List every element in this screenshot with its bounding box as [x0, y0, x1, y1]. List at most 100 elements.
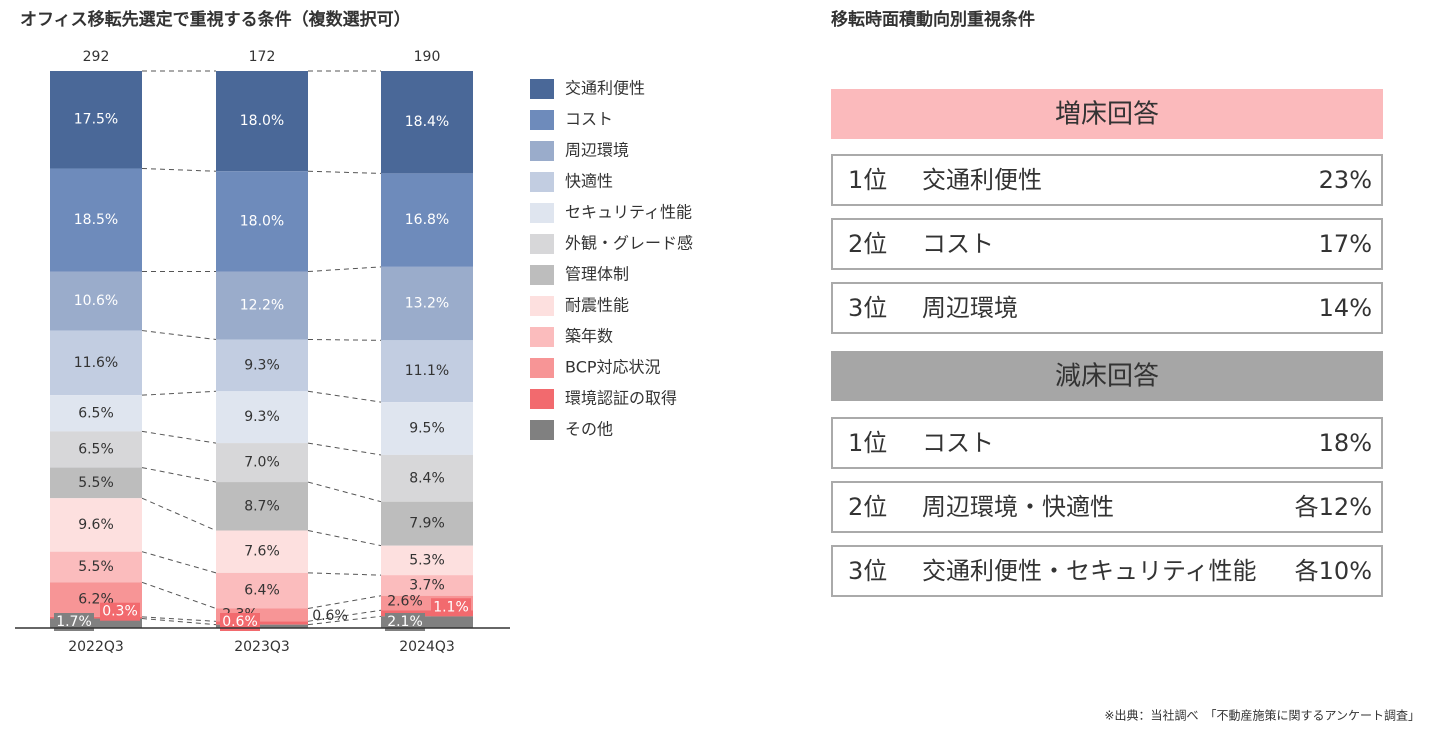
x-tick-label: 2024Q3 — [399, 639, 455, 655]
bar-segment — [381, 616, 473, 628]
legend-swatch — [530, 141, 554, 161]
rank-box — [831, 282, 1383, 334]
value-label-bg — [100, 602, 140, 621]
connector — [141, 330, 217, 340]
value-label: 12.2% — [240, 297, 284, 313]
footer-note: ※出典：当社調べ 「不動産施策に関するアンケート調査」 — [1104, 708, 1420, 723]
bar-segment — [50, 551, 142, 583]
group-header-bg — [831, 89, 1383, 139]
bar-segment — [216, 339, 308, 392]
bar-segment — [50, 330, 142, 396]
rank-box — [831, 154, 1383, 206]
value-label: 9.5% — [409, 421, 445, 437]
bar-segment — [216, 71, 308, 172]
value-label: 2.6% — [387, 594, 423, 610]
connector — [307, 615, 382, 626]
value-label: 11.6% — [74, 355, 118, 371]
bar-segment — [50, 71, 142, 169]
legend-swatch — [530, 265, 554, 285]
legend-swatch — [530, 358, 554, 378]
value-label: 9.6% — [78, 517, 114, 533]
legend-swatch — [530, 327, 554, 347]
value-label: 1.1% — [433, 599, 469, 615]
rank: 1位 — [848, 166, 887, 194]
rank: 3位 — [848, 294, 887, 322]
legend-swatch — [530, 296, 554, 316]
connector — [141, 390, 217, 396]
value-label-bg — [385, 613, 425, 631]
connector — [307, 170, 382, 174]
value-label: 17.5% — [74, 112, 118, 128]
group-header: 増床回答 — [1055, 100, 1159, 130]
legend-label: 外観・グレード感 — [565, 234, 693, 253]
value-label: 0.6% — [312, 608, 348, 624]
bar-segment — [216, 572, 308, 609]
rank-label: コスト — [922, 429, 994, 457]
rank-box — [831, 481, 1383, 533]
value-label: 1.7% — [56, 614, 92, 630]
bar-segment — [381, 402, 473, 455]
bar-segment — [381, 71, 473, 174]
value-label: 10.6% — [74, 293, 118, 309]
legend-swatch — [530, 110, 554, 130]
chart-title: オフィス移転先選定で重視する条件（複数選択可） — [20, 9, 411, 30]
value-label: 7.9% — [409, 516, 445, 532]
connector — [141, 618, 217, 626]
rank-value: 14% — [1319, 294, 1372, 322]
rank-value: 17% — [1319, 230, 1372, 258]
bar-segment — [216, 171, 308, 272]
rank-box — [831, 545, 1383, 597]
bar-segment — [381, 340, 473, 403]
value-label: 18.4% — [405, 114, 449, 130]
connector — [307, 572, 382, 576]
legend-swatch — [530, 79, 554, 99]
bar-segment — [50, 618, 142, 628]
legend-label: 築年数 — [565, 327, 613, 346]
value-label: 5.5% — [78, 559, 114, 575]
bar-segment — [50, 431, 142, 468]
group-header: 減床回答 — [1055, 362, 1159, 392]
legend-label: セキュリティ性能 — [565, 203, 692, 222]
bar-segment — [381, 454, 473, 502]
connector — [307, 481, 382, 503]
value-label: 2.1% — [387, 614, 423, 630]
bar-segment — [216, 621, 308, 625]
bar-segment — [50, 168, 142, 272]
value-label: 18.0% — [240, 213, 284, 229]
legend-label: 周辺環境 — [565, 141, 629, 160]
group-header-bg — [831, 351, 1383, 401]
rank-value: 各10% — [1295, 557, 1372, 585]
total-label: 190 — [414, 49, 441, 65]
value-label: 0.3% — [102, 604, 138, 620]
value-label: 5.3% — [409, 552, 445, 568]
rank: 2位 — [848, 493, 887, 521]
rank-value: 18% — [1319, 429, 1372, 457]
connector — [141, 616, 217, 622]
legend-swatch — [530, 203, 554, 223]
bar-segment — [50, 395, 142, 432]
connector — [307, 530, 382, 547]
total-label: 292 — [83, 49, 110, 65]
connector — [307, 390, 382, 403]
connector — [307, 442, 382, 456]
value-label: 6.5% — [78, 441, 114, 457]
rank: 2位 — [848, 230, 887, 258]
connector — [307, 595, 382, 609]
bar-segment — [381, 501, 473, 546]
bar-segment — [50, 498, 142, 552]
value-label: 7.6% — [244, 544, 280, 560]
legend-label: コスト — [565, 110, 613, 129]
rank-label: 交通利便性・セキュリティ性能 — [922, 557, 1257, 585]
total-label: 172 — [249, 49, 276, 65]
bar-segment — [216, 443, 308, 483]
x-tick-label: 2022Q3 — [68, 639, 124, 655]
value-label: 8.7% — [244, 498, 280, 514]
value-label: 6.5% — [78, 405, 114, 421]
connector — [141, 581, 217, 609]
connector — [307, 609, 382, 622]
bar-segment — [216, 530, 308, 573]
bar-segment — [50, 271, 142, 331]
rank-label: 周辺環境 — [922, 294, 1018, 322]
